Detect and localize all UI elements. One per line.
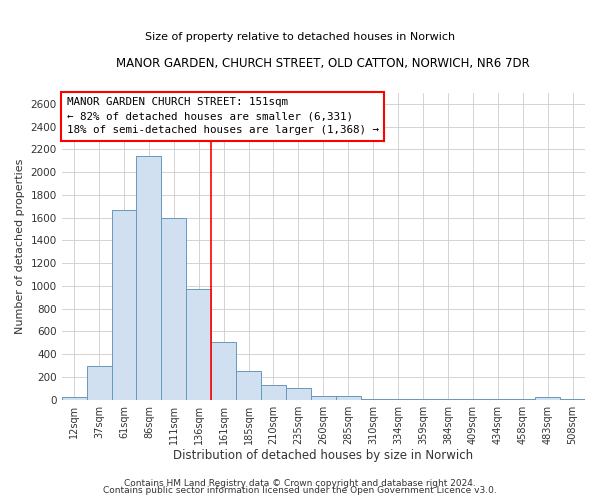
Bar (211, 342, 236, 400)
Bar (410, 399, 436, 400)
Bar (86, 366, 112, 400)
Bar (336, 396, 361, 400)
Bar (136, 156, 161, 400)
Bar (236, 372, 261, 400)
Bar (386, 399, 410, 400)
Bar (311, 396, 336, 400)
Bar (535, 398, 560, 400)
Bar (361, 399, 386, 400)
Text: Size of property relative to detached houses in Norwich: Size of property relative to detached ho… (145, 32, 455, 42)
Text: MANOR GARDEN CHURCH STREET: 151sqm
← 82% of detached houses are smaller (6,331)
: MANOR GARDEN CHURCH STREET: 151sqm ← 82%… (67, 97, 379, 135)
Text: Contains HM Land Registry data © Crown copyright and database right 2024.: Contains HM Land Registry data © Crown c… (124, 478, 476, 488)
Bar (186, 290, 211, 400)
X-axis label: Distribution of detached houses by size in Norwich: Distribution of detached houses by size … (173, 450, 473, 462)
Bar (62, 397, 86, 400)
Bar (112, 210, 136, 400)
Y-axis label: Number of detached properties: Number of detached properties (15, 158, 25, 334)
Bar (261, 386, 286, 400)
Text: Contains public sector information licensed under the Open Government Licence v3: Contains public sector information licen… (103, 486, 497, 495)
Bar (286, 388, 311, 400)
Bar (161, 218, 186, 400)
Title: MANOR GARDEN, CHURCH STREET, OLD CATTON, NORWICH, NR6 7DR: MANOR GARDEN, CHURCH STREET, OLD CATTON,… (116, 58, 530, 70)
